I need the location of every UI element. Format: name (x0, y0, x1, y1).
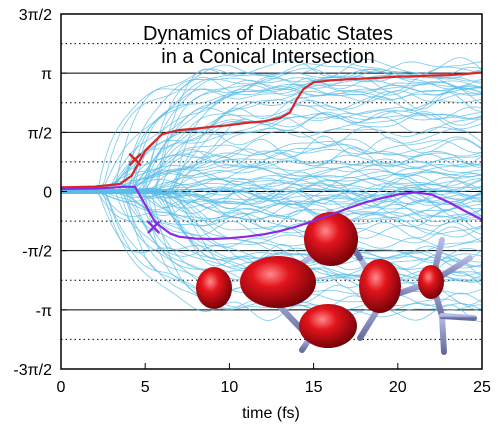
background-trajectory (61, 158, 482, 194)
background-trajectory (61, 84, 482, 194)
background-trajectory (61, 188, 482, 206)
background-trajectory (61, 189, 482, 236)
background-trajectory (61, 189, 482, 219)
series-line-1 (61, 185, 482, 241)
y-tick-label-0: 3π/2 (19, 7, 52, 24)
background-trajectory (61, 143, 482, 194)
y-tick-labels: 3π/2 π π/2 0 -π/2 -π -3π/2 (13, 7, 67, 379)
background-trajectory (61, 189, 482, 239)
background-trajectory (61, 84, 482, 194)
background-trajectory (61, 75, 482, 194)
background-trajectory (61, 188, 482, 209)
chart-title-line-1: Dynamics of Diabatic States (143, 23, 393, 45)
x-tick-label-1: 5 (141, 379, 150, 396)
background-trajectory (61, 57, 482, 194)
y-tick-label-6: -3π/2 (13, 362, 52, 379)
background-trajectory (61, 189, 482, 318)
y-tick-label-3: 0 (43, 185, 52, 202)
orbital-lobes (196, 212, 444, 348)
x-tick-label-4: 20 (389, 379, 407, 396)
molecule-illustration (196, 209, 477, 355)
marker-x-0 (128, 153, 142, 166)
x-axis-label: time (fs) (242, 405, 300, 422)
x-tick-label-5: 25 (473, 379, 491, 396)
background-trajectory (61, 161, 482, 194)
y-tick-label-4: -π/2 (22, 244, 52, 261)
background-trajectory (61, 189, 482, 270)
background-trajectory (61, 189, 482, 225)
marker-x-1 (147, 221, 160, 234)
background-trajectory (61, 72, 482, 194)
background-trajectory (61, 189, 482, 323)
trajectory-bundle (61, 57, 482, 323)
x-tick-labels: 0 5 10 15 20 25 (57, 363, 491, 396)
background-trajectory (61, 189, 482, 271)
background-trajectory (61, 111, 482, 194)
x-tick-label-2: 10 (221, 379, 239, 396)
background-trajectory (61, 189, 482, 218)
x-tick-label-3: 15 (305, 379, 323, 396)
series-line-0 (61, 71, 482, 189)
background-trajectory (61, 189, 482, 217)
series (61, 71, 482, 241)
background-trajectory (61, 77, 482, 194)
y-tick-label-5: -π (36, 303, 52, 320)
x-tick-label-0: 0 (57, 379, 66, 396)
y-tick-label-2: π/2 (28, 125, 52, 142)
markers (128, 153, 160, 234)
chart-title-line-2: in a Conical Intersection (161, 46, 374, 68)
y-tick-label-1: π (41, 66, 52, 83)
